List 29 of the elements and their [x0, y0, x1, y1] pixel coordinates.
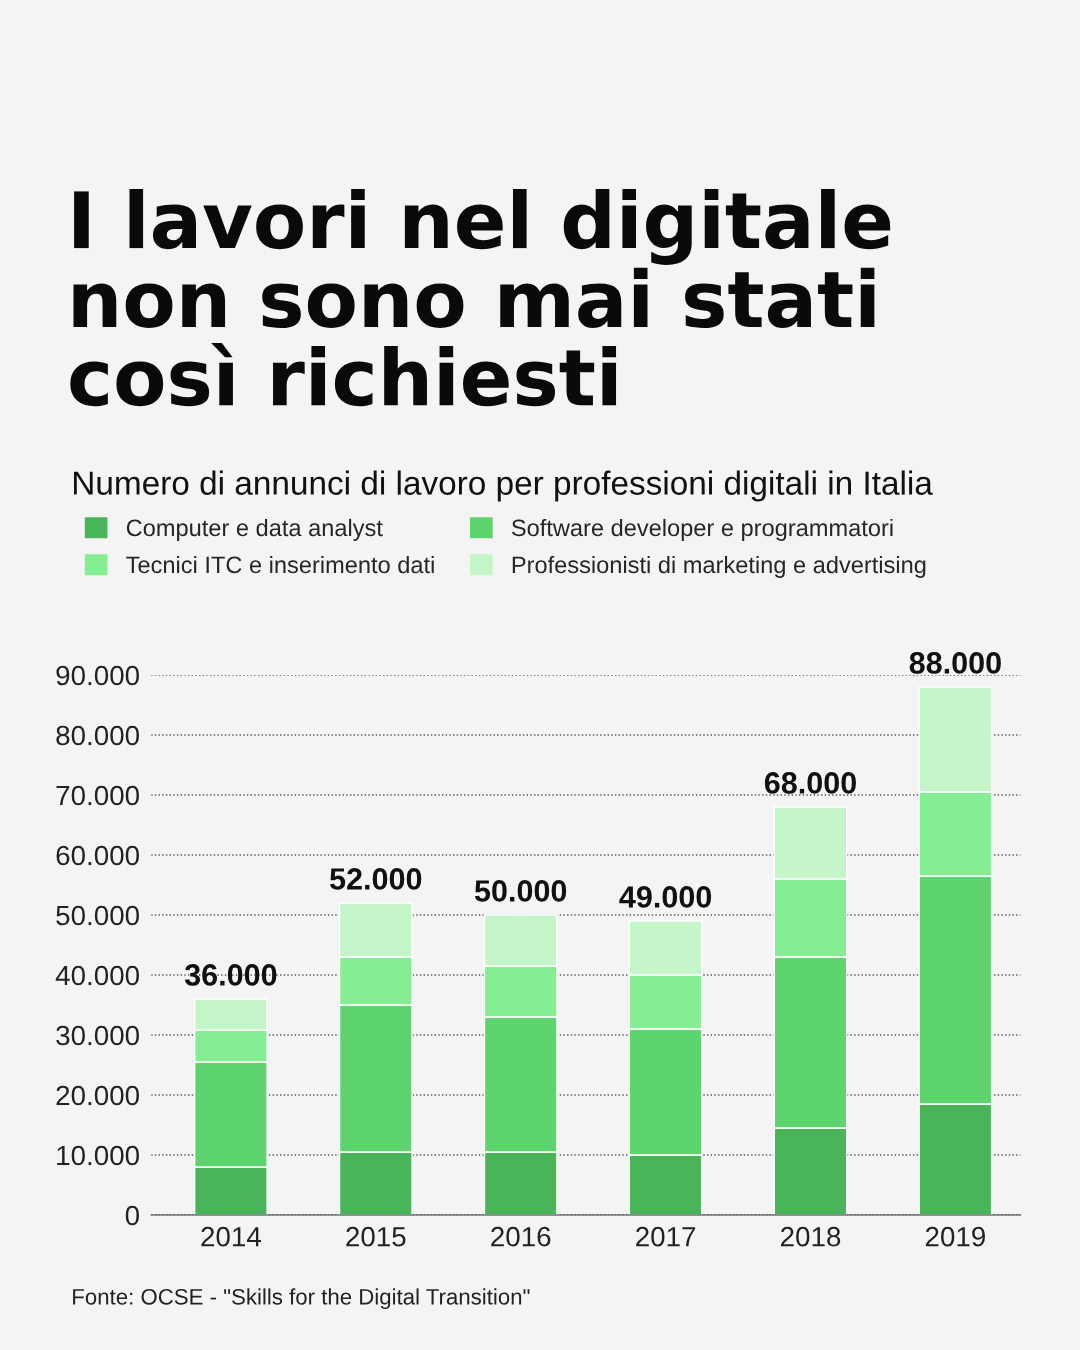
legend-label: Computer e data analyst [126, 518, 383, 541]
x-tick-label: 2015 [346, 1226, 406, 1247]
x-tick-label: 2019 [925, 1226, 985, 1247]
x-tick-label: 2016 [491, 1226, 551, 1247]
y-tick-label: 40.000 [55, 965, 140, 986]
chart-subtitle: Numero di annunci di lavoro per professioni digitali in Italia [74, 470, 933, 502]
x-tick-label: 2018 [781, 1226, 841, 1247]
y-tick-label: 80.000 [56, 725, 140, 746]
x-tick-label: 2017 [636, 1226, 696, 1247]
source-note: Fonte: OCSE - "Skills for the Digital Transition" [73, 1288, 530, 1310]
y-tick-label: 20.000 [56, 1085, 140, 1106]
legend-label: Tecnici ITC e inserimento dati [126, 555, 434, 574]
y-tick-label: 10.000 [57, 1145, 140, 1166]
total-label: 52.000 [330, 868, 422, 890]
y-tick-label: 70.000 [56, 785, 140, 806]
total-label: 49.000 [619, 886, 712, 908]
total-label: 68.000 [764, 772, 856, 794]
legend-label: Software developer e programmatori [511, 518, 893, 541]
y-tick-label: 60.000 [56, 845, 140, 866]
legend-label: Professionisti di marketing e advertising [512, 555, 926, 578]
x-tick-label: 2014 [201, 1226, 261, 1247]
total-label: 36.000 [184, 964, 277, 986]
y-tick-label: 50.000 [56, 905, 140, 926]
y-tick-label: 30.000 [56, 1025, 140, 1046]
y-tick-label: 0 [125, 1205, 139, 1226]
total-label: 50.000 [474, 880, 567, 902]
total-label: 88.000 [909, 652, 1001, 674]
chart-title: I lavori nel digitale non sono mai stati così richiesti [70, 189, 891, 407]
y-tick-label: 90.000 [56, 665, 140, 686]
